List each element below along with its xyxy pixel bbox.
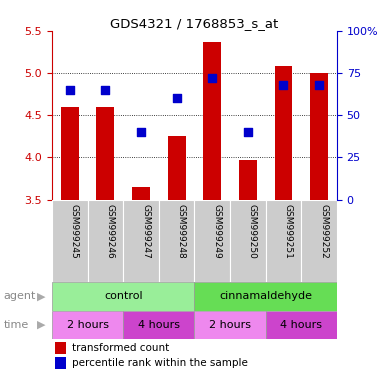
Text: GSM999252: GSM999252 (319, 204, 328, 258)
Point (174, 95, 180, 101)
Bar (61, 107, 79, 200)
Text: 2 hours: 2 hours (67, 319, 109, 329)
Bar (123, 311, 194, 339)
Point (102, 87, 109, 93)
Bar (194, 200, 230, 282)
Text: GSM999246: GSM999246 (105, 204, 114, 258)
Text: GSM999248: GSM999248 (177, 204, 186, 258)
Point (138, 129, 144, 135)
Point (209, 75, 215, 81)
Point (245, 129, 251, 135)
Text: GSM999250: GSM999250 (248, 204, 257, 259)
Text: control: control (104, 291, 142, 301)
Point (67, 87, 73, 93)
Text: 4 hours: 4 hours (280, 319, 322, 329)
Point (316, 82, 322, 88)
Bar (52, 311, 123, 339)
Bar (88, 200, 123, 282)
Bar (310, 73, 328, 200)
Bar (301, 200, 337, 282)
Bar (230, 200, 266, 282)
Bar (266, 200, 301, 282)
Bar (159, 200, 194, 282)
Text: ▶: ▶ (37, 291, 45, 301)
Bar (123, 200, 159, 282)
Text: time: time (4, 319, 29, 329)
Text: GSM999251: GSM999251 (283, 204, 293, 259)
Text: ▶: ▶ (37, 319, 45, 329)
Text: GSM999245: GSM999245 (70, 204, 79, 258)
Bar (239, 160, 257, 200)
Bar (275, 66, 292, 200)
Bar (55, 357, 66, 369)
Text: 2 hours: 2 hours (209, 319, 251, 329)
Point (280, 82, 286, 88)
Bar (203, 42, 221, 200)
Bar (168, 136, 186, 200)
Bar (194, 282, 337, 311)
Text: 4 hours: 4 hours (138, 319, 180, 329)
Text: cinnamaldehyde: cinnamaldehyde (219, 291, 312, 301)
Bar (97, 107, 114, 200)
Bar (52, 282, 194, 311)
Title: GDS4321 / 1768853_s_at: GDS4321 / 1768853_s_at (110, 17, 279, 30)
Bar (52, 200, 88, 282)
Bar (55, 342, 66, 354)
Bar (266, 311, 337, 339)
Bar (194, 311, 266, 339)
Text: GSM999249: GSM999249 (212, 204, 221, 258)
Text: GSM999247: GSM999247 (141, 204, 150, 258)
Text: transformed count: transformed count (72, 343, 169, 353)
Text: agent: agent (4, 291, 36, 301)
Bar (132, 187, 150, 200)
Text: percentile rank within the sample: percentile rank within the sample (72, 358, 248, 368)
